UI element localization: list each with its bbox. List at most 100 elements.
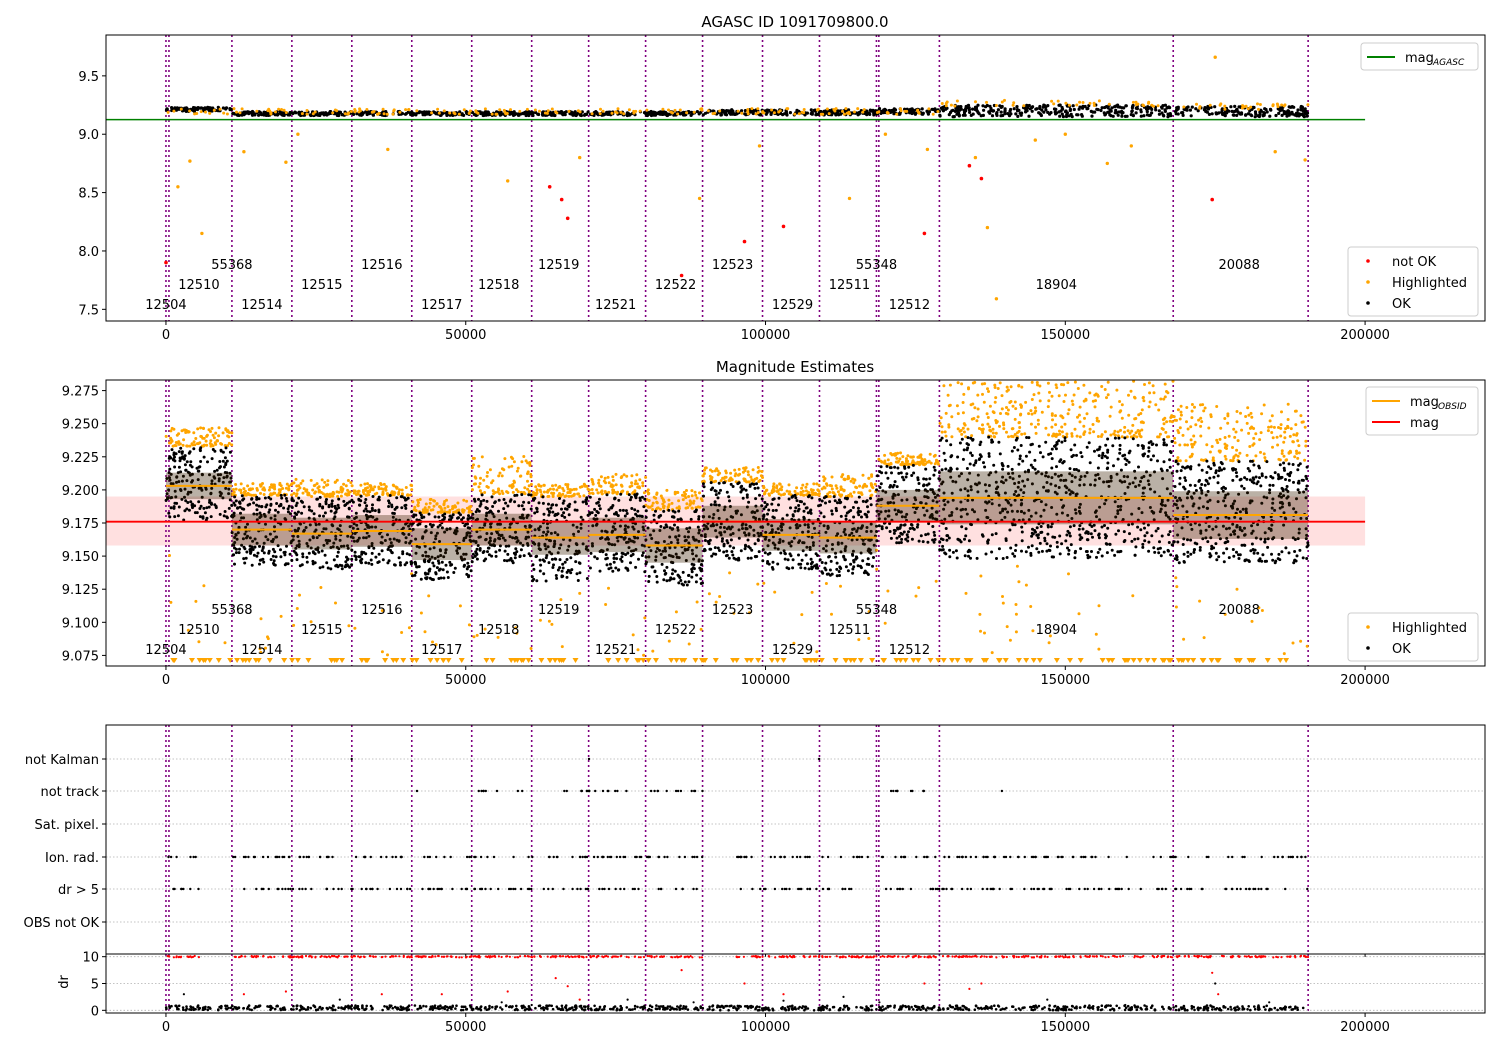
highlighted-point xyxy=(1005,385,1009,389)
ok-point xyxy=(278,111,283,115)
ok-point xyxy=(1028,107,1032,111)
ok-point xyxy=(1113,111,1117,115)
highlighted-point xyxy=(225,112,229,116)
ok-point xyxy=(308,113,312,117)
clipped-point-marker xyxy=(434,658,441,663)
highlighted-point xyxy=(899,451,902,455)
highlighted-point xyxy=(1295,433,1298,437)
ok-point xyxy=(372,546,376,550)
obsid-label: 12523 xyxy=(712,258,753,273)
ok-point xyxy=(370,506,374,510)
highlighted-point xyxy=(590,112,594,116)
highlighted-point xyxy=(651,501,655,505)
highlighted-point xyxy=(933,462,937,466)
ok-point xyxy=(1220,107,1224,111)
highlighted-point xyxy=(491,479,495,483)
highlighted-point xyxy=(1276,105,1280,109)
highlighted-point xyxy=(266,637,270,641)
highlighted-point xyxy=(202,436,206,440)
highlighted-point xyxy=(1051,434,1055,438)
highlighted-point xyxy=(1123,430,1126,434)
ok-point xyxy=(174,452,178,456)
highlighted-point xyxy=(1128,431,1132,435)
highlighted-point xyxy=(1215,405,1219,408)
ok-point xyxy=(964,109,968,113)
highlighted-point xyxy=(830,612,833,616)
highlighted-point xyxy=(981,392,984,396)
clipped-point-marker xyxy=(995,658,1002,663)
ok-point xyxy=(228,450,232,454)
not-ok-point xyxy=(559,197,564,202)
clipped-point-marker xyxy=(1053,658,1060,663)
ok-point xyxy=(1213,105,1217,109)
highlighted-point xyxy=(1185,420,1188,424)
ok-point xyxy=(999,105,1003,109)
ok-point xyxy=(439,576,443,580)
highlighted-point xyxy=(436,107,440,111)
highlighted-point xyxy=(173,444,177,447)
highlighted-point xyxy=(1210,445,1214,448)
highlighted-point xyxy=(1244,415,1248,418)
highlighted-point xyxy=(1037,391,1041,395)
ok-point xyxy=(892,110,896,114)
highlighted-point xyxy=(1092,101,1096,105)
highlighted-point xyxy=(956,412,960,416)
ok-point xyxy=(250,110,254,114)
highlighted-point xyxy=(678,108,682,112)
highlighted-point xyxy=(1273,150,1277,154)
highlighted-point xyxy=(636,648,640,652)
ok-point xyxy=(1235,107,1239,111)
highlighted-point xyxy=(1034,425,1037,429)
ok-point xyxy=(518,555,522,559)
highlighted-point xyxy=(1287,451,1291,455)
highlighted-point xyxy=(1133,417,1137,421)
highlighted-point xyxy=(993,383,997,387)
ok-point xyxy=(1165,106,1169,110)
clipped-point-marker xyxy=(652,658,659,663)
highlighted-point xyxy=(1000,407,1004,411)
highlighted-point xyxy=(417,501,420,505)
highlighted-point xyxy=(1125,435,1129,439)
highlighted-point xyxy=(226,434,230,438)
highlighted-point xyxy=(980,382,984,386)
ok-point xyxy=(354,558,358,561)
ok-point xyxy=(625,111,630,115)
ok-point xyxy=(1100,106,1104,110)
highlighted-point xyxy=(407,626,411,630)
ok-point xyxy=(590,511,594,515)
highlighted-point xyxy=(1107,102,1111,106)
highlighted-point xyxy=(762,484,766,488)
highlighted-point xyxy=(995,420,999,424)
highlighted-point xyxy=(205,433,209,437)
ok-point xyxy=(564,110,568,114)
highlighted-point xyxy=(472,463,475,467)
ok-point xyxy=(1131,114,1135,118)
ok-point xyxy=(489,509,492,513)
ok-point xyxy=(228,107,232,111)
highlighted-point xyxy=(512,460,516,464)
ok-point xyxy=(579,515,583,519)
highlighted-point xyxy=(259,650,263,654)
highlighted-point xyxy=(1175,585,1179,589)
ok-point xyxy=(364,552,368,556)
clipped-point-marker xyxy=(1166,658,1173,663)
not-ok-point xyxy=(742,239,747,244)
highlighted-point xyxy=(502,108,506,112)
ok-point xyxy=(490,554,494,558)
highlighted-point xyxy=(1088,431,1092,435)
ok-point xyxy=(517,504,521,508)
highlighted-point xyxy=(1161,427,1165,431)
ok-point xyxy=(506,552,510,556)
highlighted-point xyxy=(1168,419,1172,423)
clipped-point-marker xyxy=(1264,658,1271,663)
highlighted-point xyxy=(981,423,984,427)
highlighted-point xyxy=(687,495,691,498)
ok-point xyxy=(1012,107,1016,111)
highlighted-point xyxy=(825,482,828,486)
highlighted-point xyxy=(804,485,808,489)
highlighted-point xyxy=(1130,429,1134,433)
ok-point xyxy=(184,468,188,472)
highlighted-point xyxy=(423,630,427,634)
ok-point xyxy=(286,562,290,566)
highlighted-point xyxy=(861,473,865,477)
